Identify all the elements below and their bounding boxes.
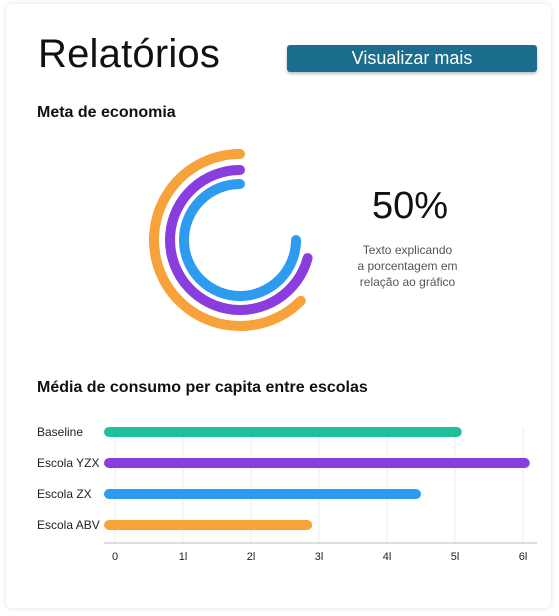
progress-ring <box>149 149 306 331</box>
x-tick-label: 3l <box>315 551 324 563</box>
savings-goal-title: Meta de economia <box>37 104 176 121</box>
category-label: Escola YZX <box>37 456 99 470</box>
category-label: Escola ZX <box>37 487 92 501</box>
x-tick-label: 6l <box>519 551 528 563</box>
x-tick-label: 1l <box>179 551 188 563</box>
x-tick-label: 4l <box>383 551 392 563</box>
progress-ring <box>179 179 301 301</box>
x-tick-label: 2l <box>247 551 256 563</box>
view-more-button[interactable]: Visualizar mais <box>287 45 537 72</box>
progress-ring <box>165 165 313 315</box>
category-label: Baseline <box>37 425 83 439</box>
savings-description: Texto explicando a porcentagem em relaçã… <box>340 242 475 290</box>
description-line: a porcentagem em <box>357 259 458 273</box>
x-tick-label: 0 <box>112 551 118 563</box>
consumption-bar-chart: Baseline Escola YZX Escola ZX Escola ABV 0 1… <box>37 425 537 563</box>
description-line: relação ao gráfico <box>359 275 456 289</box>
savings-ring-chart <box>149 149 313 331</box>
category-label: Escola ABV <box>37 518 100 532</box>
savings-percentage: 50% <box>371 185 449 227</box>
description-line: Texto explicando <box>362 243 453 257</box>
report-card <box>6 4 551 608</box>
x-tick-label: 5l <box>451 551 460 563</box>
consumption-chart-title: Média de consumo per capita entre escola… <box>37 379 368 396</box>
page-title: Relatórios <box>38 32 221 76</box>
